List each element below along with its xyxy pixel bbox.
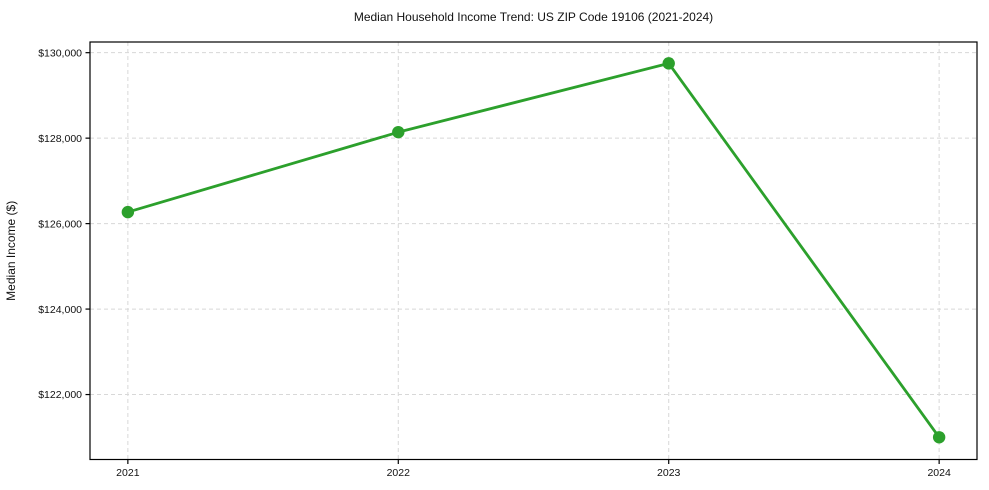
x-tick-label: 2021	[116, 467, 140, 479]
data-point-marker	[932, 431, 946, 444]
y-tick-label: $126,000	[38, 218, 82, 230]
y-tick-label: $130,000	[38, 47, 82, 59]
x-tick-label: 2023	[657, 467, 681, 479]
data-point-marker	[392, 125, 405, 139]
trend-line	[126, 61, 941, 439]
data-point-marker	[662, 57, 675, 70]
y-tick-label: $122,000	[38, 389, 82, 401]
plot-border	[89, 41, 978, 461]
y-axis-label: Median Income ($)	[4, 201, 18, 301]
x-tick-label: 2022	[387, 467, 411, 479]
data-point-marker	[121, 205, 135, 219]
chart-title: Median Household Income Trend: US ZIP Co…	[354, 10, 713, 24]
plot-area: 2021 2022 2023 2024 $122,000 $124,000 $126,000…	[38, 41, 978, 479]
y-tick-label: $128,000	[38, 133, 82, 145]
x-tick-label: 2024	[927, 467, 951, 479]
y-tick-label: $124,000	[38, 304, 82, 316]
